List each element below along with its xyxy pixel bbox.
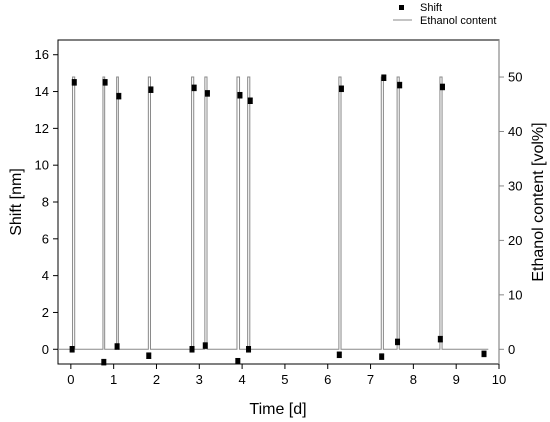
y-axis-title: Shift [nm] <box>8 168 25 236</box>
legend: Shift Ethanol content <box>393 2 496 27</box>
shift-point <box>101 358 107 366</box>
shift-marker <box>202 343 208 349</box>
shift-marker <box>146 353 152 359</box>
x-tick-label: 9 <box>453 372 460 387</box>
shift-point <box>439 83 445 91</box>
shift-marker <box>237 92 243 98</box>
x-tick-label: 0 <box>67 372 74 387</box>
x-axis-title: Time [d] <box>249 401 306 418</box>
shift-point <box>116 92 122 100</box>
ethanol-line <box>58 76 489 350</box>
y-tick-label: 16 <box>35 47 49 62</box>
x-tick-label: 7 <box>367 372 374 387</box>
shift-marker <box>204 90 210 96</box>
plot-frame <box>57 39 500 365</box>
x-tick-label: 4 <box>238 372 245 387</box>
shift-marker <box>148 87 154 93</box>
y2-axis-title: Ethanol content [vol%] <box>530 122 547 281</box>
y-tick-label: 8 <box>42 195 49 210</box>
shift-marker <box>379 354 385 360</box>
legend-shift-label: Shift <box>420 2 442 14</box>
x-tick-label: 2 <box>153 372 160 387</box>
shift-point <box>235 357 241 365</box>
x-ticks: 0 1 2 3 4 5 6 7 8 9 10 <box>67 364 506 387</box>
shift-point <box>437 335 443 343</box>
y2-tick-label: 10 <box>508 287 522 302</box>
shift-point <box>338 85 344 93</box>
shift-point <box>246 346 252 353</box>
shift-marker <box>437 336 443 342</box>
y2-tick-label: 20 <box>508 233 522 248</box>
shift-point <box>379 353 385 360</box>
legend-shift-marker <box>399 5 404 10</box>
shift-point <box>336 351 342 359</box>
shift-series <box>69 74 487 366</box>
shift-marker <box>381 75 387 81</box>
shift-point <box>237 91 243 99</box>
y-ticks: 0 2 4 6 8 10 12 14 16 <box>35 47 58 357</box>
y-tick-label: 12 <box>35 121 49 136</box>
shift-marker <box>481 351 487 357</box>
shift-marker <box>338 86 344 92</box>
y2-tick-label: 40 <box>508 124 522 139</box>
x-tick-label: 3 <box>196 372 203 387</box>
shift-marker <box>397 82 403 88</box>
x-tick-label: 1 <box>110 372 117 387</box>
shift-point <box>381 74 387 81</box>
shift-marker <box>336 352 342 358</box>
y-tick-label: 6 <box>42 231 49 246</box>
shift-marker <box>101 359 107 365</box>
shift-point <box>191 84 197 92</box>
x-tick-label: 10 <box>492 372 506 387</box>
y-tick-label: 14 <box>35 84 49 99</box>
ethanol-series <box>58 76 489 350</box>
shift-marker <box>69 346 75 352</box>
legend-ethanol-label: Ethanol content <box>420 15 496 27</box>
y-tick-label: 10 <box>35 158 49 173</box>
shift-point <box>247 97 253 105</box>
x-tick-label: 6 <box>324 372 331 387</box>
shift-marker <box>71 79 77 85</box>
y-tick-label: 2 <box>42 305 49 320</box>
shift-point <box>397 81 403 89</box>
y2-ticks: 0 10 20 30 40 50 <box>499 70 522 357</box>
shift-marker <box>235 358 241 364</box>
shift-point <box>204 90 210 97</box>
shift-point <box>71 79 77 86</box>
shift-point <box>481 350 487 358</box>
y2-tick-label: 50 <box>508 70 522 85</box>
shift-point <box>148 86 154 93</box>
shift-marker <box>191 85 197 91</box>
shift-point <box>202 342 208 349</box>
shift-marker <box>247 98 253 104</box>
shift-point <box>189 346 195 353</box>
shift-point <box>114 343 120 350</box>
shift-point <box>395 338 401 346</box>
shift-marker <box>116 93 122 99</box>
y-tick-label: 0 <box>42 342 49 357</box>
shift-marker <box>246 346 252 352</box>
x-tick-label: 8 <box>410 372 417 387</box>
y2-tick-label: 30 <box>508 178 522 193</box>
x-tick-label: 5 <box>281 372 288 387</box>
y2-tick-label: 0 <box>508 342 515 357</box>
shift-marker <box>102 79 108 85</box>
shift-marker <box>114 344 120 350</box>
shift-marker <box>189 346 195 352</box>
shift-marker <box>395 339 401 345</box>
shift-point <box>146 352 152 359</box>
shift-point <box>102 79 108 86</box>
y-tick-label: 4 <box>42 268 49 283</box>
shift-marker <box>439 84 445 90</box>
shift-point <box>69 346 75 353</box>
